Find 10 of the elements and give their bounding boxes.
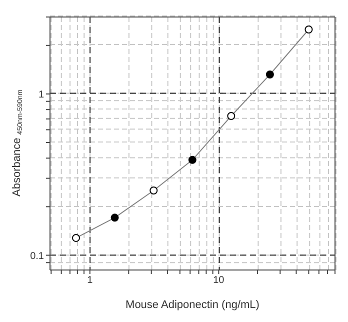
point (110, 214, 119, 222)
point (304, 25, 313, 34)
point (266, 70, 274, 79)
point (72, 234, 80, 242)
x-axis-title: Mouse Adiponectin (ng/mL) (126, 299, 260, 311)
point (188, 156, 196, 164)
x-tick-label: 10 (213, 275, 225, 286)
point (150, 186, 158, 194)
point (227, 112, 236, 120)
y-tick-label: 0.1 (30, 250, 44, 262)
